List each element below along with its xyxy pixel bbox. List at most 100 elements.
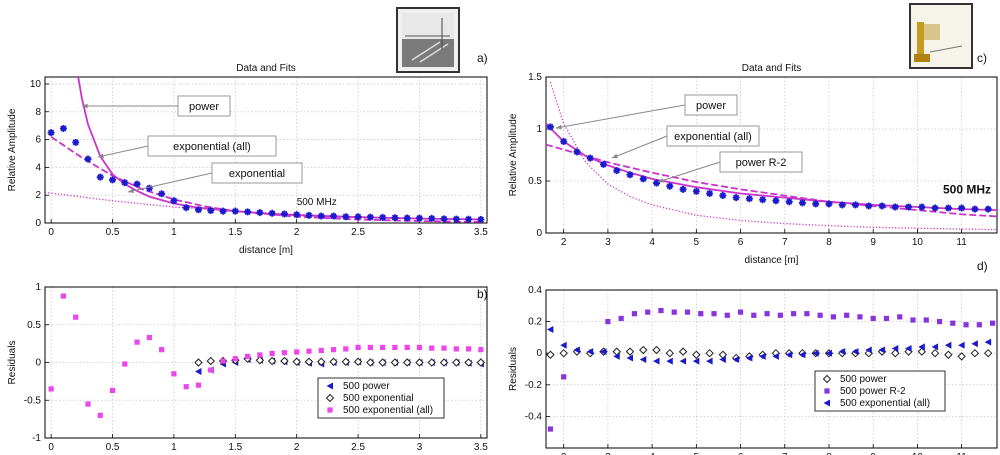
y-tick-label-d: -0.4 [525, 411, 543, 422]
annotation-exponential-all-a-arrow-line [97, 145, 149, 158]
x-tick-label-c: 3 [605, 237, 611, 248]
data-point-data [330, 212, 338, 220]
annotation-power-c-arrowhead [556, 124, 562, 130]
data-point-data [666, 182, 674, 190]
y-axis-label-d: Residuals [508, 347, 519, 391]
x-tick-label-d: 5 [694, 452, 700, 455]
data-point-500-exponential-all [653, 357, 660, 365]
y-tick-label-a: 2 [35, 190, 41, 201]
y-tick-label-c: 1 [536, 124, 542, 135]
data-point-data [366, 213, 374, 221]
data-point-500-exponential [267, 356, 277, 366]
data-point-500-power-r-2 [547, 426, 554, 432]
data-point-500-exponential-all [478, 347, 484, 353]
panel-b: 0 0.5 1 1.5 2 2.5 3 3.5 -1 -0.5 0 0.5 1 Residuals b) 50… [7, 282, 488, 453]
annotation-power-a-box [177, 95, 231, 117]
data-point-500-power-r-2 [963, 322, 969, 328]
data-point-500-power [891, 348, 900, 358]
x-tick-label-c: 6 [738, 237, 744, 248]
data-point-data [391, 214, 399, 222]
data-point-500-power-r-2 [684, 309, 691, 315]
data-point-data [477, 216, 485, 223]
series-group-c [546, 82, 997, 231]
plot-frame-b [44, 286, 488, 439]
data-point-500-power-r-2 [989, 320, 996, 326]
data-point-data [825, 200, 833, 208]
data-point-500-exponential-all [865, 346, 872, 354]
data-point-data [84, 155, 92, 163]
y-tick-label-a: 6 [35, 135, 41, 146]
annotation-power-r2-c-arrow-line [657, 161, 721, 183]
data-point-500-exponential-all [666, 357, 673, 365]
data-point-data [745, 195, 753, 203]
data-point-500-power [639, 345, 648, 355]
data-point-500-exponential-all [599, 348, 607, 356]
data-point-500-exponential [476, 358, 486, 367]
data-point-data [679, 185, 687, 193]
data-point-500-exponential-all [852, 348, 859, 356]
annotation-exponential-a-arrow-line [127, 172, 213, 193]
data-point-data [415, 214, 423, 222]
x-tick-label-d: 9 [870, 452, 876, 455]
data-point-data [133, 180, 141, 188]
x-tick-label-d: 2 [561, 452, 567, 455]
data-point-500-power-r-2 [777, 312, 783, 318]
panel-d: 2 3 4 5 6 7 8 9 10 11 -0.4 -0.2 0 0.2 0.4 Residuals d) 50… [508, 259, 998, 455]
x-tick-label-a: 1 [171, 227, 177, 238]
data-point-500-exponential-all [257, 352, 263, 358]
legend-marker-500-power-r-2 [824, 388, 830, 394]
data-point-500-exponential-all [429, 345, 435, 351]
data-point-data [785, 198, 793, 206]
annotation-exponential-a-label: exponential [229, 168, 285, 180]
data-point-500-exponential [292, 357, 301, 366]
data-point-500-power-r-2 [791, 311, 797, 317]
y-axis-label-c: Relative Amplitude [508, 113, 519, 196]
data-point-500-exponential-all [706, 357, 713, 365]
data-point-500-power [705, 348, 714, 358]
legend-label-500-power: 500 power [840, 374, 887, 385]
data-point-data [692, 187, 700, 195]
data-point-500-exponential-all [306, 348, 312, 354]
annotation-power-r2-c-arrowhead [658, 178, 664, 183]
data-point-500-exponential-all [692, 357, 700, 365]
data-point-500-exponential-all [232, 356, 238, 362]
data-point-data [305, 211, 313, 219]
panel-c: 2 3 4 5 6 7 8 9 10 11 0 0.5 1 1.5 Data and Fits distanc… [508, 51, 998, 266]
x-tick-label-a: 3 [417, 227, 423, 238]
data-point-500-exponential-all [878, 346, 886, 354]
x-tick-label-b: 2.5 [351, 442, 365, 453]
data-point-500-power-r-2 [844, 312, 850, 318]
data-point-500-power-r-2 [870, 315, 876, 322]
data-point-500-exponential-all [159, 347, 165, 353]
data-point-500-power [194, 368, 202, 376]
series-group-a [45, 77, 485, 223]
data-point-500-exponential-all [343, 346, 349, 352]
data-point-500-exponential [194, 358, 203, 367]
panel-label-b: b) [477, 287, 488, 301]
data-point-data [560, 137, 568, 145]
data-point-data [838, 201, 846, 209]
y-tick-label-d: -0.2 [525, 380, 543, 391]
annotation-exponential-a-box [211, 162, 303, 184]
annotation-power-r2-c-label: power R-2 [736, 157, 787, 169]
chart-title-a: Data and Fits [236, 63, 295, 74]
x-tick-label-b: 3.5 [474, 442, 488, 453]
data-point-500-exponential-all [759, 352, 766, 360]
data-point-500-exponential [378, 358, 387, 367]
data-point-data [958, 204, 966, 212]
x-tick-label-b: 0.5 [106, 442, 120, 453]
data-point-data [573, 148, 581, 156]
x-tick-label-c: 9 [870, 237, 876, 248]
data-point-500-exponential-all [404, 344, 410, 350]
x-tick-label-d: 7 [782, 452, 788, 455]
data-point-500-power [678, 347, 688, 356]
data-point-500-exponential-all [613, 352, 620, 360]
y-axis-label-a: Relative Amplitude [7, 108, 18, 191]
series-group-b [48, 293, 486, 418]
data-point-data [984, 205, 992, 213]
data-point-data [219, 207, 227, 215]
data-point-500-exponential [439, 358, 449, 367]
panel-a: 0 0.5 1 1.5 2 2.5 3 3.5 0 2 4 6 8 10 Data and Fits dist… [7, 51, 488, 256]
annotation-exponential-a-arrowhead [128, 188, 134, 194]
